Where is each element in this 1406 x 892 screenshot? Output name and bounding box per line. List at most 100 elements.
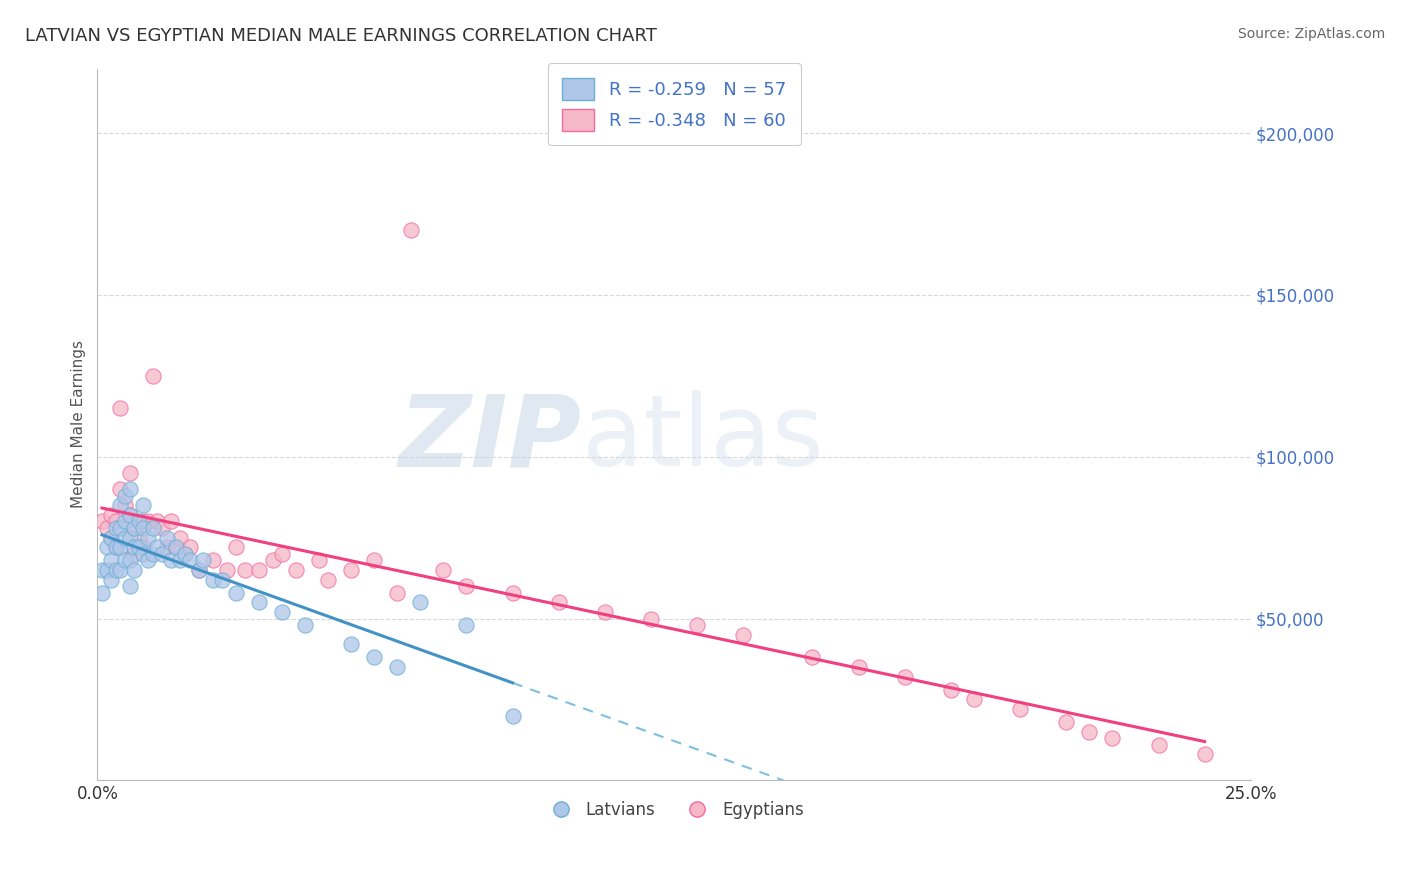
Point	[100, 573, 122, 587]
Point	[215, 563, 238, 577]
Point	[262, 553, 284, 567]
Point	[160, 515, 183, 529]
Text: ZIP: ZIP	[399, 390, 582, 487]
Point	[456, 579, 478, 593]
Point	[118, 482, 141, 496]
Point	[114, 498, 136, 512]
Text: LATVIAN VS EGYPTIAN MEDIAN MALE EARNINGS CORRELATION CHART: LATVIAN VS EGYPTIAN MEDIAN MALE EARNINGS…	[25, 27, 657, 45]
Point	[122, 563, 145, 577]
Point	[201, 553, 224, 567]
Point	[96, 541, 118, 555]
Point	[110, 563, 132, 577]
Point	[132, 541, 155, 555]
Legend: Latvians, Egyptians: Latvians, Egyptians	[537, 794, 811, 825]
Point	[150, 547, 173, 561]
Point	[136, 515, 159, 529]
Point	[91, 515, 114, 529]
Point	[179, 541, 201, 555]
Point	[132, 515, 155, 529]
Point	[122, 521, 145, 535]
Point	[104, 541, 127, 555]
Point	[270, 605, 292, 619]
Point	[118, 466, 141, 480]
Point	[387, 585, 409, 599]
Point	[150, 521, 173, 535]
Point	[686, 618, 709, 632]
Point	[146, 515, 169, 529]
Point	[432, 563, 454, 577]
Point	[110, 521, 132, 535]
Point	[136, 531, 159, 545]
Point	[132, 547, 155, 561]
Point	[128, 531, 150, 545]
Point	[114, 515, 136, 529]
Point	[502, 585, 524, 599]
Point	[1147, 738, 1170, 752]
Point	[104, 563, 127, 577]
Point	[169, 531, 191, 545]
Point	[142, 368, 165, 383]
Point	[502, 708, 524, 723]
Point	[165, 541, 187, 555]
Point	[733, 628, 755, 642]
Point	[128, 541, 150, 555]
Point	[193, 553, 215, 567]
Point	[640, 611, 662, 625]
Point	[187, 563, 209, 577]
Point	[142, 547, 165, 561]
Point	[118, 553, 141, 567]
Point	[96, 521, 118, 535]
Point	[340, 563, 363, 577]
Point	[110, 482, 132, 496]
Point	[110, 541, 132, 555]
Point	[118, 508, 141, 522]
Point	[118, 508, 141, 522]
Point	[316, 573, 339, 587]
Point	[284, 563, 307, 577]
Point	[118, 579, 141, 593]
Text: Source: ZipAtlas.com: Source: ZipAtlas.com	[1237, 27, 1385, 41]
Point	[110, 498, 132, 512]
Point	[593, 605, 616, 619]
Point	[211, 573, 233, 587]
Point	[146, 541, 169, 555]
Point	[174, 547, 197, 561]
Point	[160, 553, 183, 567]
Point	[939, 682, 962, 697]
Point	[363, 650, 385, 665]
Point	[247, 563, 270, 577]
Point	[270, 547, 292, 561]
Point	[201, 573, 224, 587]
Point	[155, 541, 177, 555]
Point	[174, 547, 197, 561]
Point	[136, 553, 159, 567]
Point	[963, 692, 986, 706]
Point	[132, 498, 155, 512]
Point	[114, 531, 136, 545]
Point	[308, 553, 330, 567]
Point	[1194, 747, 1216, 762]
Point	[155, 531, 177, 545]
Point	[363, 553, 385, 567]
Point	[96, 563, 118, 577]
Point	[233, 563, 256, 577]
Point	[247, 595, 270, 609]
Point	[294, 618, 316, 632]
Point	[132, 521, 155, 535]
Point	[100, 531, 122, 545]
Point	[187, 563, 209, 577]
Point	[100, 553, 122, 567]
Point	[169, 553, 191, 567]
Point	[104, 515, 127, 529]
Point	[547, 595, 569, 609]
Point	[122, 521, 145, 535]
Point	[399, 223, 422, 237]
Y-axis label: Median Male Earnings: Median Male Earnings	[72, 341, 86, 508]
Point	[110, 401, 132, 416]
Point	[409, 595, 432, 609]
Point	[387, 660, 409, 674]
Point	[91, 563, 114, 577]
Point	[118, 531, 141, 545]
Point	[100, 508, 122, 522]
Point	[122, 541, 145, 555]
